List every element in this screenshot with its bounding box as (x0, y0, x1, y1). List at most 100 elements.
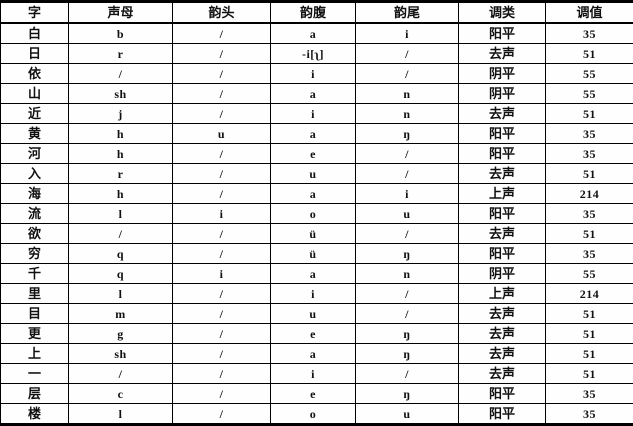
initial-cell: l (69, 204, 173, 224)
coda-cell: u (356, 404, 459, 425)
character-cell: 一 (1, 364, 69, 384)
nucleus-cell: u (271, 164, 356, 184)
coda-cell: / (356, 364, 459, 384)
nucleus-cell: a (271, 344, 356, 364)
medial-cell: / (173, 324, 271, 344)
nucleus-cell: a (271, 23, 356, 44)
nucleus-cell: ü (271, 224, 356, 244)
character-cell: 更 (1, 324, 69, 344)
tone-value-cell: 214 (546, 284, 633, 304)
character-cell: 目 (1, 304, 69, 324)
initial-cell: g (69, 324, 173, 344)
character-cell: 海 (1, 184, 69, 204)
medial-cell: / (173, 284, 271, 304)
coda-cell: ŋ (356, 324, 459, 344)
column-header-character: 字 (1, 2, 69, 24)
nucleus-cell: a (271, 124, 356, 144)
tone-class-cell: 阳平 (459, 244, 546, 264)
medial-cell: / (173, 64, 271, 84)
medial-cell: / (173, 184, 271, 204)
initial-cell: c (69, 384, 173, 404)
coda-cell: / (356, 44, 459, 64)
tone-value-cell: 51 (546, 104, 633, 124)
initial-cell: h (69, 144, 173, 164)
tone-class-cell: 阳平 (459, 404, 546, 425)
initial-cell: h (69, 124, 173, 144)
medial-cell: / (173, 244, 271, 264)
initial-cell: / (69, 364, 173, 384)
coda-cell: n (356, 264, 459, 284)
character-cell: 入 (1, 164, 69, 184)
initial-cell: l (69, 404, 173, 425)
coda-cell: / (356, 64, 459, 84)
tone-value-cell: 51 (546, 304, 633, 324)
tone-class-cell: 去声 (459, 224, 546, 244)
character-cell: 河 (1, 144, 69, 164)
medial-cell: / (173, 164, 271, 184)
initial-cell: h (69, 184, 173, 204)
character-cell: 楼 (1, 404, 69, 425)
character-cell: 白 (1, 23, 69, 44)
tone-class-cell: 去声 (459, 324, 546, 344)
coda-cell: ŋ (356, 124, 459, 144)
tone-value-cell: 51 (546, 344, 633, 364)
medial-cell: / (173, 404, 271, 425)
tone-value-cell: 35 (546, 124, 633, 144)
initial-cell: / (69, 64, 173, 84)
character-cell: 上 (1, 344, 69, 364)
character-cell: 黄 (1, 124, 69, 144)
character-cell: 流 (1, 204, 69, 224)
nucleus-cell: -i[ʅ] (271, 44, 356, 64)
medial-cell: / (173, 144, 271, 164)
tone-value-cell: 51 (546, 164, 633, 184)
coda-cell: ŋ (356, 384, 459, 404)
initial-cell: r (69, 164, 173, 184)
coda-cell: i (356, 184, 459, 204)
column-header-initial: 声母 (69, 2, 173, 24)
column-header-tone-class: 调类 (459, 2, 546, 24)
character-cell: 层 (1, 384, 69, 404)
coda-cell: i (356, 23, 459, 44)
tone-class-cell: 上声 (459, 284, 546, 304)
tone-value-cell: 51 (546, 224, 633, 244)
tone-class-cell: 去声 (459, 364, 546, 384)
tone-class-cell: 阳平 (459, 23, 546, 44)
nucleus-cell: i (271, 64, 356, 84)
tone-class-cell: 阳平 (459, 124, 546, 144)
tone-value-cell: 51 (546, 364, 633, 384)
tone-class-cell: 阴平 (459, 264, 546, 284)
character-cell: 千 (1, 264, 69, 284)
tone-value-cell: 51 (546, 44, 633, 64)
tone-value-cell: 214 (546, 184, 633, 204)
medial-cell: / (173, 384, 271, 404)
nucleus-cell: ü (271, 244, 356, 264)
tone-class-cell: 去声 (459, 164, 546, 184)
header-row: 字 声母 韵头 韵腹 韵尾 调类 调值 (1, 2, 633, 24)
coda-cell: n (356, 104, 459, 124)
nucleus-cell: u (271, 304, 356, 324)
nucleus-cell: e (271, 324, 356, 344)
initial-cell: m (69, 304, 173, 324)
medial-cell: / (173, 84, 271, 104)
initial-cell: l (69, 284, 173, 304)
medial-cell: / (173, 104, 271, 124)
tone-class-cell: 阳平 (459, 144, 546, 164)
coda-cell: / (356, 164, 459, 184)
nucleus-cell: i (271, 364, 356, 384)
initial-cell: j (69, 104, 173, 124)
coda-cell: / (356, 144, 459, 164)
coda-cell: n (356, 84, 459, 104)
medial-cell: i (173, 264, 271, 284)
